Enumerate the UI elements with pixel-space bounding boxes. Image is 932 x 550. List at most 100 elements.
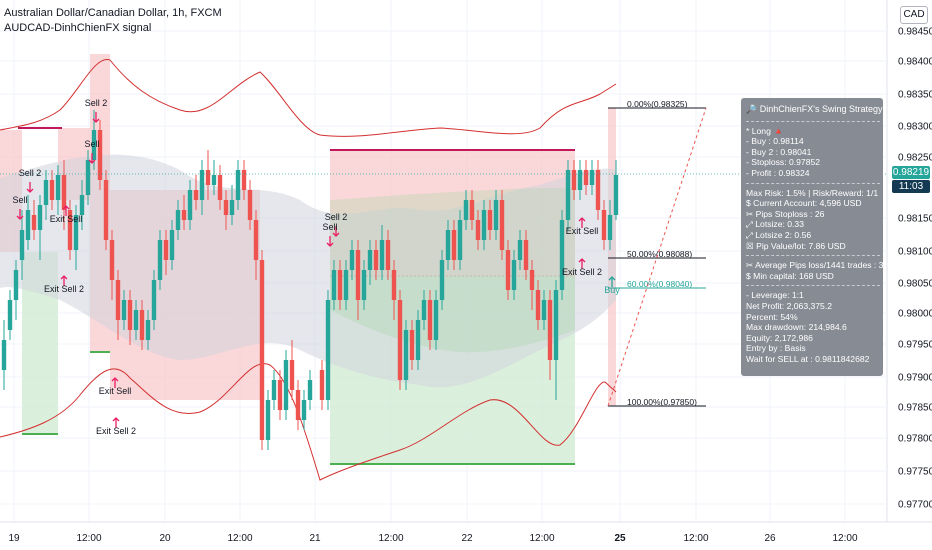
exit-arrow-icon: [578, 217, 586, 228]
risk-lines: Max Risk: 1.5% | Risk/Reward: 1/1 $ Curre…: [746, 188, 880, 252]
panel-line: $ Current Account: 4,596 USD: [746, 198, 862, 209]
candle-body: [187, 190, 193, 220]
candle-body: [523, 240, 529, 270]
candle-body: [151, 280, 157, 320]
price-axis-label: 0.98050: [898, 279, 932, 290]
candle-body: [457, 220, 463, 260]
exit-arrow-icon: [62, 205, 70, 216]
price-axis-label: 0.97750: [898, 467, 932, 478]
panel-line: ✂ Average Pips loss/1441 trades : 32: [746, 260, 883, 271]
candle-body: [415, 320, 421, 360]
time-axis-label: 12:00: [529, 533, 554, 544]
candle-body: [169, 230, 175, 260]
candle-body: [355, 250, 361, 300]
candle-body: [559, 220, 565, 290]
panel-line: - Buy : 0.98114: [746, 136, 804, 147]
price-axis-label: 0.97900: [898, 373, 932, 384]
signal-label: Exit Sell 2: [96, 426, 136, 436]
exit-arrow-icon: [60, 275, 68, 286]
panel-line: ⤢ Lotsize 2: 0.56: [746, 229, 812, 240]
candle-body: [229, 200, 235, 215]
candle-body: [133, 310, 139, 330]
candle-body: [535, 290, 541, 320]
candle-body: [547, 300, 553, 360]
candle-body: [241, 170, 247, 190]
price-axis-label: 0.98150: [898, 214, 932, 225]
price-axis-label: 0.97800: [898, 434, 932, 445]
candle-body: [19, 230, 25, 260]
panel-divider: [746, 182, 880, 184]
signal-label: Exit Sell: [566, 226, 599, 236]
panel-divider: [746, 285, 880, 287]
candle-body: [331, 270, 337, 300]
candle-body: [25, 210, 31, 240]
signal-label: Exit Sell: [99, 386, 132, 396]
time-axis-label: 12:00: [76, 533, 101, 544]
panel-line: Equity: 2,172,986: [746, 332, 813, 343]
candle-body: [145, 320, 151, 340]
candle-body: [361, 270, 367, 300]
candle-body: [529, 270, 535, 290]
upper-band: [0, 59, 617, 137]
signal-label: Exit Sell 2: [562, 267, 602, 277]
panel-line: Max Risk: 1.5% | Risk/Reward: 1/1: [746, 187, 879, 198]
candle-body: [421, 300, 427, 320]
sell-arrow-icon: [326, 236, 334, 247]
sell-arrow-icon: [92, 112, 100, 123]
candle-body: [235, 170, 241, 200]
time-axis-label: 21: [309, 533, 321, 544]
fib-level-label: 50.00%(0.98088): [627, 249, 692, 259]
candle-body: [277, 380, 283, 410]
candle-body: [91, 130, 97, 160]
candle-body: [325, 300, 331, 400]
symbol-title[interactable]: Australian Dollar/Canadian Dollar, 1h, F…: [4, 7, 222, 19]
currency-button[interactable]: CAD: [900, 6, 928, 24]
sell-arrow-icon: [16, 209, 24, 220]
candle-body: [577, 170, 583, 190]
indicator-name[interactable]: AUDCAD-DinhChienFX signal: [4, 22, 152, 34]
candle-body: [103, 180, 109, 240]
candle-body: [223, 200, 229, 215]
candle-body: [67, 210, 73, 250]
signal-label: Sell 2: [325, 212, 348, 222]
sell-arrow-icon: [332, 226, 340, 237]
candle-body: [73, 215, 79, 250]
candle-body: [199, 170, 205, 200]
candle-body: [247, 190, 253, 220]
time-axis-label: 20: [159, 533, 171, 544]
fib-level-label: 60.00%(0.98040): [627, 279, 692, 289]
panel-divider: [746, 120, 880, 122]
candle-body: [43, 180, 49, 205]
candle-body: [31, 215, 37, 230]
candle-body: [157, 240, 163, 280]
candle-body: [121, 300, 127, 320]
panel-line: ☒ Pip Value/lot: 7.86 USD: [746, 240, 846, 251]
fib-level-label: 100.00%(0.97850): [627, 397, 697, 407]
candle-body: [583, 170, 589, 185]
panel-line: Percent: 54%: [746, 311, 798, 322]
fib-trend-line: [607, 107, 707, 407]
candle-body: [337, 270, 343, 300]
candle-body: [589, 170, 595, 185]
candle-body: [85, 160, 91, 195]
candle-body: [571, 170, 577, 190]
candle-body: [79, 195, 85, 215]
panel-line: ⤢ Lotsize: 0.33: [746, 219, 804, 230]
candle-body: [409, 330, 415, 360]
signal-label: Sell 2: [19, 168, 42, 178]
candle-body: [139, 310, 145, 340]
strategy-info-panel[interactable]: 🔎 DinhChienFX's Swing Strategy * Long 🔺 …: [741, 98, 883, 376]
candle-body: [211, 175, 217, 185]
candle-body: [427, 300, 433, 340]
candle-body: [97, 130, 103, 180]
candle-body: [607, 215, 613, 240]
candle-body: [463, 200, 469, 220]
candle-body: [175, 210, 181, 230]
candle-body: [319, 370, 325, 400]
candle-body: [49, 180, 55, 200]
candle-body: [397, 300, 403, 380]
signal-label: Sell: [84, 139, 99, 149]
candle-body: [283, 360, 289, 410]
